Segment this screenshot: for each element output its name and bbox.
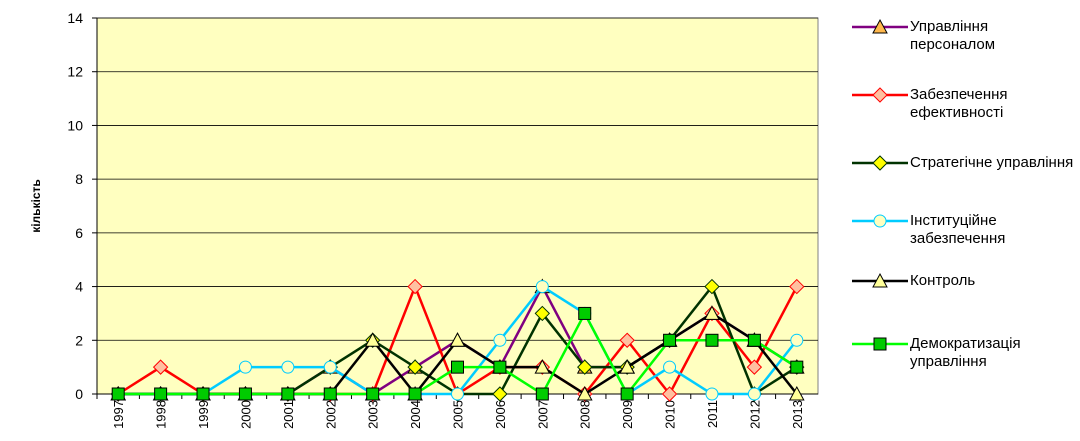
marker bbox=[535, 387, 549, 401]
marker bbox=[789, 278, 805, 295]
legend-label: Інституційне забезпечення bbox=[910, 212, 1006, 247]
legend-label: Контроль bbox=[910, 272, 976, 289]
marker bbox=[873, 337, 887, 351]
marker bbox=[576, 385, 593, 401]
marker bbox=[747, 387, 761, 401]
x-tick-label: 2012 bbox=[747, 400, 762, 429]
marker bbox=[577, 359, 593, 375]
x-tick-label: 2005 bbox=[451, 400, 466, 429]
marker bbox=[493, 360, 507, 374]
marker bbox=[663, 333, 677, 347]
marker bbox=[152, 359, 169, 375]
marker bbox=[492, 386, 508, 402]
x-tick-label: 2001 bbox=[281, 400, 296, 429]
marker bbox=[238, 360, 252, 374]
marker bbox=[747, 333, 761, 347]
marker bbox=[704, 278, 720, 295]
marker bbox=[790, 360, 804, 374]
marker bbox=[407, 359, 423, 375]
series bbox=[111, 306, 804, 401]
x-tick-label: 2009 bbox=[620, 400, 635, 429]
marker bbox=[705, 333, 719, 347]
y-tick-label: 14 bbox=[67, 10, 83, 26]
marker bbox=[364, 332, 381, 347]
legend-label: Стратегічне управління bbox=[910, 154, 1074, 171]
marker bbox=[238, 387, 252, 401]
x-tick-label: 2004 bbox=[408, 400, 423, 429]
marker bbox=[873, 214, 887, 228]
legend-label: Забезпечення ефективності bbox=[910, 86, 1008, 121]
marker bbox=[493, 333, 507, 347]
legend-label: Демократизація управління bbox=[910, 335, 1021, 370]
y-tick-label: 2 bbox=[75, 332, 83, 348]
marker bbox=[408, 387, 422, 401]
y-tick-label: 0 bbox=[75, 386, 83, 402]
x-tick-label: 1998 bbox=[154, 400, 169, 429]
legend-label: Управління персоналом bbox=[910, 18, 996, 53]
y-tick-label: 12 bbox=[67, 64, 83, 80]
marker bbox=[872, 87, 888, 103]
marker bbox=[661, 386, 678, 402]
x-tick-label: 2003 bbox=[366, 400, 381, 429]
y-tick-label: 8 bbox=[75, 171, 83, 187]
marker bbox=[746, 359, 763, 375]
marker bbox=[704, 305, 720, 320]
marker bbox=[366, 387, 380, 401]
x-tick-label: 1997 bbox=[111, 400, 126, 429]
marker bbox=[663, 360, 677, 374]
y-tick-label: 10 bbox=[67, 117, 83, 133]
plot-area bbox=[96, 17, 819, 395]
marker bbox=[407, 278, 423, 295]
marker bbox=[534, 359, 551, 374]
x-tick-label: 2002 bbox=[323, 400, 338, 429]
x-tick-label: 2000 bbox=[238, 400, 253, 429]
legend-keys bbox=[852, 18, 908, 351]
marker bbox=[578, 306, 592, 320]
marker bbox=[451, 387, 464, 401]
x-tick-label: 2011 bbox=[705, 400, 720, 428]
marker bbox=[620, 387, 634, 401]
y-axis-label: кількість bbox=[29, 179, 43, 233]
marker bbox=[154, 387, 168, 401]
marker bbox=[281, 360, 295, 374]
y-tick-label: 4 bbox=[75, 279, 83, 295]
x-tick-label: 1999 bbox=[196, 400, 211, 429]
marker bbox=[111, 387, 125, 401]
x-tick-label: 2010 bbox=[663, 400, 678, 429]
marker bbox=[196, 387, 210, 401]
marker bbox=[281, 387, 295, 401]
marker bbox=[451, 360, 464, 374]
marker bbox=[449, 332, 466, 347]
marker bbox=[619, 332, 635, 348]
x-tick-label: 2008 bbox=[578, 400, 593, 429]
marker bbox=[790, 333, 804, 347]
marker bbox=[323, 360, 337, 374]
marker bbox=[535, 280, 549, 294]
x-tick-label: 2013 bbox=[790, 400, 805, 429]
y-tick-label: 6 bbox=[75, 225, 83, 241]
x-tick-label: 2007 bbox=[535, 400, 550, 429]
marker bbox=[705, 387, 719, 401]
marker bbox=[534, 305, 551, 322]
marker bbox=[619, 359, 635, 374]
x-tick-label: 2006 bbox=[493, 400, 508, 429]
marker bbox=[872, 155, 888, 171]
marker bbox=[872, 18, 888, 34]
marker bbox=[872, 272, 888, 288]
marker bbox=[788, 385, 805, 401]
marker bbox=[323, 387, 337, 401]
